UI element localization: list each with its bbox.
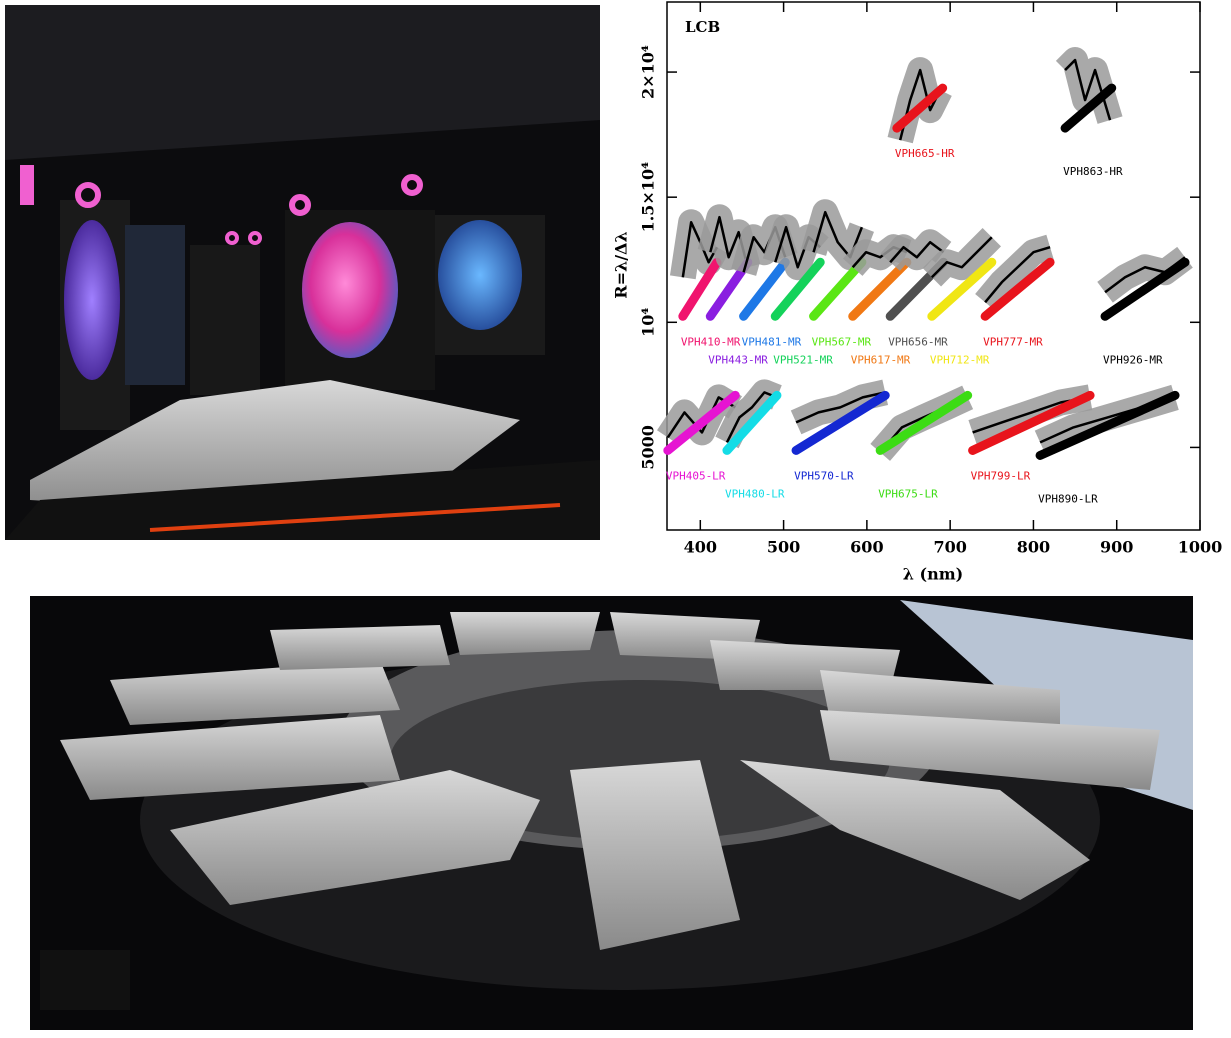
y-tick-label: 1.5×10⁴ xyxy=(639,162,658,233)
series-label: VPH799-LR xyxy=(971,469,1031,482)
x-tick-label: 600 xyxy=(850,538,883,557)
y-axis-label: R=λ/Δλ xyxy=(612,231,631,298)
model-line xyxy=(848,257,912,321)
model-line xyxy=(968,390,1095,455)
series-label: VPH567-MR xyxy=(812,335,872,348)
x-tick-label: 700 xyxy=(933,538,966,557)
series-label: VPH675-LR xyxy=(878,487,938,500)
model-line xyxy=(678,257,722,321)
model-line xyxy=(722,390,782,455)
series-label: VPH405-LR xyxy=(666,469,726,482)
x-tick-label: 900 xyxy=(1100,538,1133,557)
model-line xyxy=(770,257,825,321)
measured-line xyxy=(889,240,945,264)
series-label: VPH570-LR xyxy=(794,469,854,482)
y-tick-label: 2×10⁴ xyxy=(639,45,658,99)
x-tick-label: 800 xyxy=(1017,538,1050,557)
series-label: VPH926-MR xyxy=(1103,353,1163,366)
model-line xyxy=(1035,390,1180,460)
model-line xyxy=(1060,83,1117,133)
series-label: VPH656-MR xyxy=(888,335,948,348)
photo-turntable xyxy=(30,596,1193,1030)
model-line xyxy=(739,257,790,321)
measured-line xyxy=(1064,58,1112,121)
model-line xyxy=(791,390,890,455)
x-tick-label: 400 xyxy=(684,538,717,557)
series-label: VPH410-MR xyxy=(681,335,741,348)
series-label: VPH777-MR xyxy=(983,335,1043,348)
x-tick-label: 1000 xyxy=(1178,538,1223,557)
series-label: VPH665-HR xyxy=(895,147,955,160)
series-label: VPH443-MR xyxy=(708,353,768,366)
series-label: VPH890-LR xyxy=(1038,492,1098,505)
series-label: VPH863-HR xyxy=(1063,165,1123,178)
y-tick-label: 5000 xyxy=(639,425,658,470)
series-label: VPH712-MR xyxy=(930,353,990,366)
x-tick-label: 500 xyxy=(767,538,800,557)
measured-line xyxy=(930,236,993,279)
model-line xyxy=(875,390,973,455)
x-axis-label: λ (nm) xyxy=(903,565,964,584)
measured-line xyxy=(984,246,1051,304)
annotation: LCB xyxy=(685,18,720,36)
y-tick-label: 10⁴ xyxy=(639,308,658,337)
plot-area: 400 500 600 700 800 900 1000 5000 10⁴ 1.5×10⁴ 2×10… xyxy=(639,2,1223,557)
series-label: VPH617-MR xyxy=(851,353,911,366)
series-label: VPH521-MR xyxy=(773,353,833,366)
model-line xyxy=(809,257,867,321)
series-label: VPH481-MR xyxy=(742,335,802,348)
model-line xyxy=(892,83,948,133)
series-label: VPH480-LR xyxy=(725,487,785,500)
model-line xyxy=(663,390,740,455)
model-line xyxy=(980,257,1055,321)
model-line xyxy=(927,257,997,321)
measured-line xyxy=(795,391,886,424)
model-line xyxy=(1100,257,1190,321)
photo-spectrograph xyxy=(5,5,600,540)
measured-line xyxy=(725,391,778,443)
